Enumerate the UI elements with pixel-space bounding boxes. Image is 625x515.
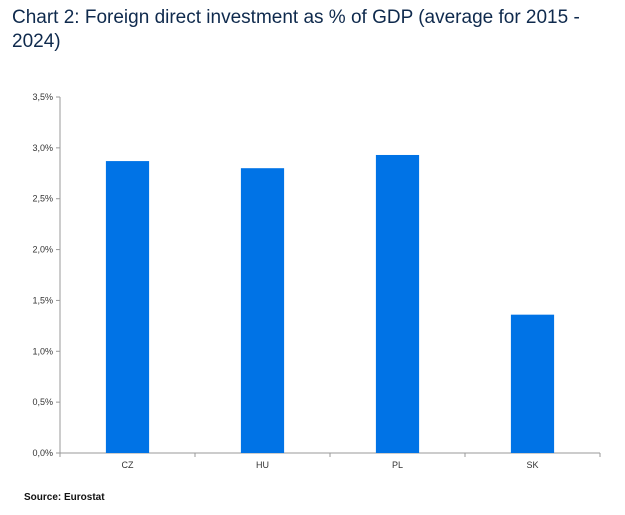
bars <box>105 154 555 453</box>
bar-hu <box>240 168 285 453</box>
y-tick-label: 0,0% <box>32 448 53 458</box>
bar-chart: 0,0% 0,5% 1,0% 1,5% 2,0% 2,5% 3,0% 3,5% CZ HU PL S… <box>32 92 601 470</box>
source-note: Source: Eurostat <box>24 492 105 503</box>
y-axis: 0,0% 0,5% 1,0% 1,5% 2,0% 2,5% 3,0% 3,5% <box>32 92 61 458</box>
bar-pl <box>375 154 420 453</box>
x-tick-label: CZ <box>122 460 134 470</box>
x-tick-label: PL <box>392 460 403 470</box>
x-tick-label: SK <box>526 460 538 470</box>
bar-sk <box>510 314 555 453</box>
bar-cz <box>105 161 150 453</box>
y-tick-label: 0,5% <box>32 397 53 407</box>
chart-title: Chart 2: Foreign direct investment as % … <box>12 7 580 52</box>
y-tick-label: 1,5% <box>32 295 53 305</box>
y-tick-label: 2,5% <box>32 194 53 204</box>
y-tick-label: 2,0% <box>32 245 53 255</box>
x-axis: CZ HU PL SK <box>59 452 601 470</box>
x-tick-label: HU <box>256 460 269 470</box>
y-tick-label: 3,5% <box>32 92 53 102</box>
y-tick-label: 3,0% <box>32 143 53 153</box>
y-tick-label: 1,0% <box>32 346 53 356</box>
